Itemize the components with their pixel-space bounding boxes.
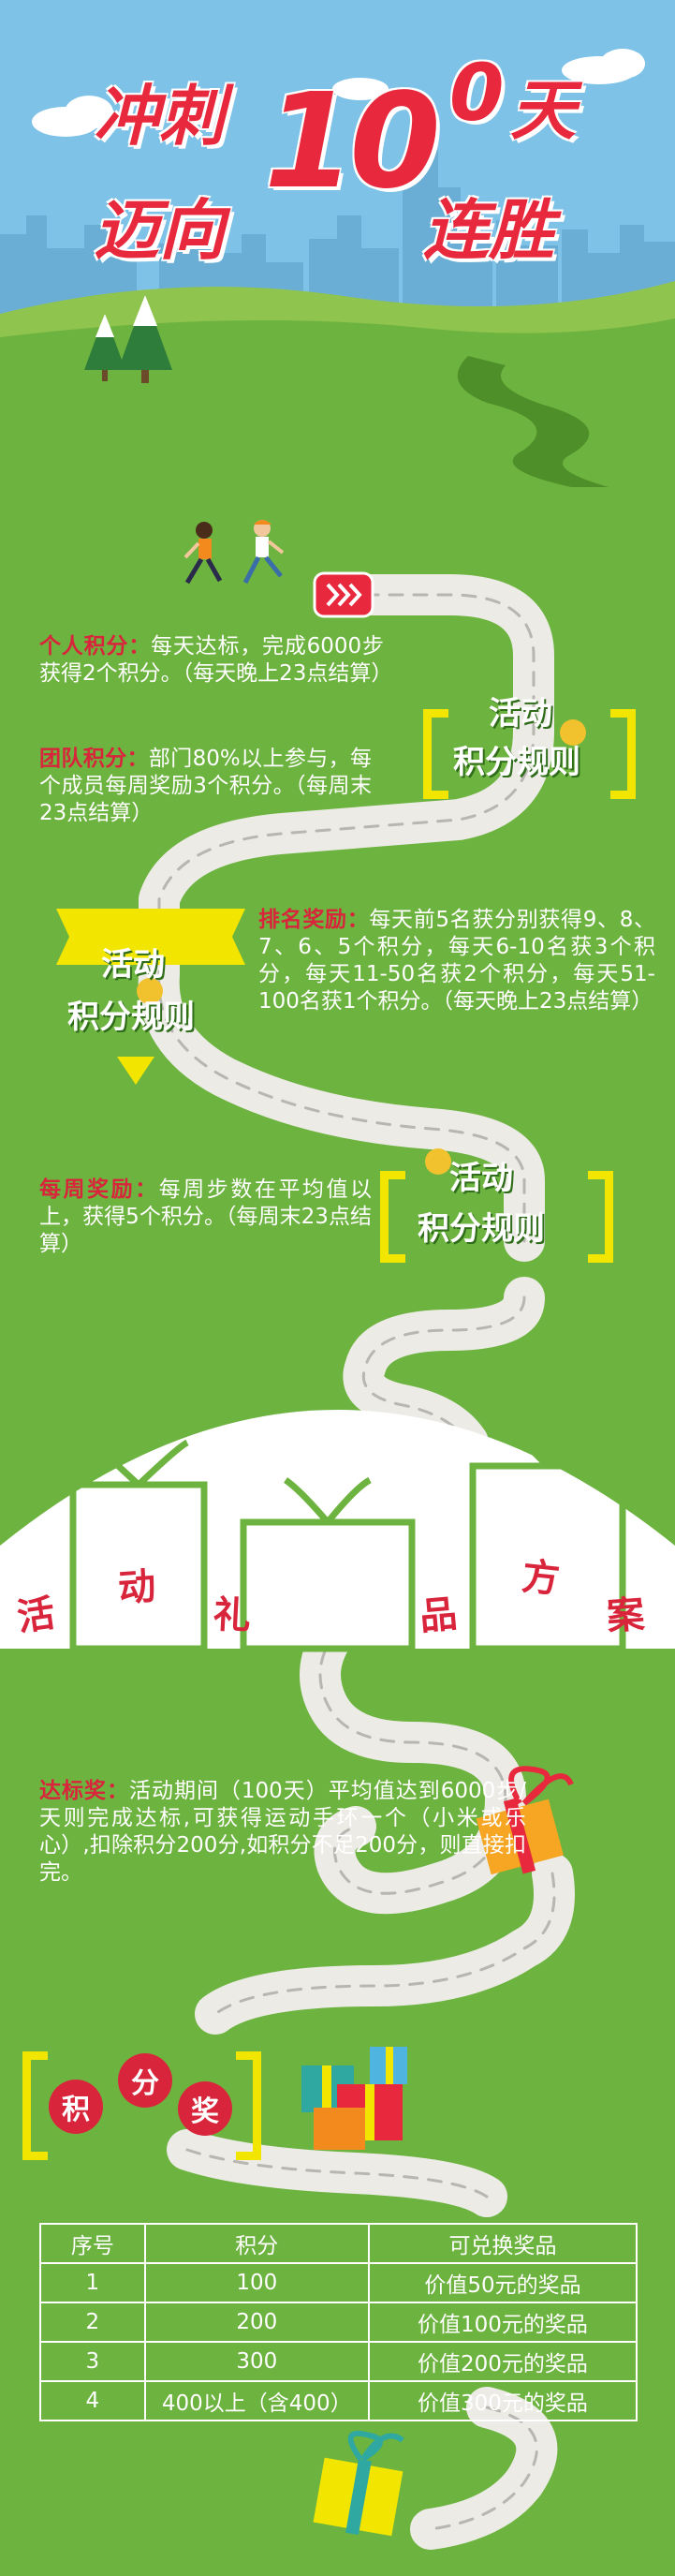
table-row: 2 200 价值100元的奖品 [39,2302,638,2343]
start-arrow-sign [313,571,374,618]
cell-index: 4 [39,2380,146,2421]
rule-team-text: 部门80%以上参与，每个成员每周奖励3个积分。（每周末23点结算） [39,747,372,825]
section-title-line1: 活动 [489,695,552,733]
yellow-ribbon-banner [56,909,245,1085]
gift-title-char-3: 礼 [212,1592,252,1639]
section-title-2-line2: 积分规则 [67,999,195,1036]
hero-unit: 天 [510,72,576,149]
gift-dome [0,1410,675,1649]
cell-prize: 价值300元的奖品 [367,2380,638,2421]
section-title-3-line1: 活动 [449,1160,513,1197]
gift-boxes [69,1430,626,1652]
bottom-gift-illustration [313,2430,404,2537]
coin-icons [137,719,586,1175]
header-index: 序号 [39,2223,146,2264]
points-prize-char-1: 积 [49,2080,103,2134]
rule-weekly: 每周奖励：每周步数在平均值以上，获得5个积分。（每周末23点结算） [39,1177,372,1258]
table-row: 4 400以上（含400） 价值300元的奖品 [39,2380,638,2421]
bracket-left-3 [22,2051,48,2160]
section-title-3-line2: 积分规则 [418,1210,545,1248]
header-points: 积分 [143,2223,370,2264]
red-gift-illustration [476,1766,574,1875]
rule-team-label: 团队积分： [39,747,149,771]
runners-illustration [183,520,285,585]
bracket-right [610,709,636,799]
distant-path [457,356,609,487]
rule-personal: 个人积分：每天达标，完成6000步获得2个积分。（每天晚上23点结算） [39,633,392,688]
cell-points: 400以上（含400） [143,2380,370,2421]
bracket-right-2 [588,1171,613,1263]
hero-line2: 迈向 [94,192,225,269]
section-title-2-line1: 活动 [101,946,165,984]
gift-title-char-6: 案 [605,1592,646,1639]
table-row: 1 100 价值50元的奖品 [39,2262,638,2303]
hero-line2-tail: 连胜 [423,192,554,269]
clouds [32,49,645,137]
prize-table: 序号 积分 可兑换奖品 1 100 价值50元的奖品 2 200 价值100元的… [39,2223,638,2421]
rule-personal-text: 每天达标，完成6000步获得2个积分。（每天晚上23点结算） [39,634,393,686]
cell-points: 200 [143,2302,370,2343]
gift-title-char-5: 方 [520,1555,562,1602]
rule-ranking: 排名奖励：每天前5名获分别获得9、8、7、6、5个积分，每天6-10名获3个积分… [258,907,655,1015]
gift-title-char-2: 动 [116,1564,157,1611]
rule-personal-label: 个人积分： [39,634,152,659]
points-prize-char-2: 分 [118,2053,172,2108]
gift-title-char-4: 品 [418,1592,460,1639]
rule-team: 团队积分：部门80%以上参与，每个成员每周奖励3个积分。（每周末23点结算） [39,746,372,827]
achievement-label: 达标奖： [39,1779,129,1803]
cell-prize: 价值100元的奖品 [367,2302,638,2343]
gift-stack-illustration [301,2047,407,2150]
bracket-left-2 [380,1171,405,1263]
cell-index: 3 [39,2341,146,2382]
rule-ranking-text: 每天前5名获分别获得9、8、7、6、5个积分，每天6-10名获3个积分，每天11… [258,908,655,1014]
table-row: 3 300 价值200元的奖品 [39,2341,638,2382]
points-prize-char-3: 奖 [178,2081,232,2136]
cell-prize: 价值200元的奖品 [367,2341,638,2382]
rule-ranking-label: 排名奖励： [258,908,370,932]
cell-points: 300 [143,2341,370,2382]
bracket-right-3 [236,2051,261,2160]
hero-big-number: 10 [264,66,441,218]
cell-points: 100 [143,2262,370,2303]
cell-index: 2 [39,2302,146,2343]
hero-small-number: 0 [449,47,505,139]
rule-weekly-label: 每周奖励： [39,1177,159,1202]
header-prize: 可兑换奖品 [367,2223,638,2264]
hero-line1: 冲刺 [94,78,225,155]
cell-index: 1 [39,2262,146,2303]
gift-title-char-1: 活 [14,1591,58,1640]
cell-prize: 价值50元的奖品 [367,2262,638,2303]
trees [84,295,172,383]
bracket-left [423,709,448,799]
winding-road [138,574,575,2550]
section-title-line2: 积分规则 [453,744,580,781]
table-header-row: 序号 积分 可兑换奖品 [39,2223,638,2264]
achievement-award: 达标奖：活动期间（100天）平均值达到6000步/天则完成达标,可获得运动手环一… [39,1778,526,1887]
achievement-text: 活动期间（100天）平均值达到6000步/天则完成达标,可获得运动手环一个（小米… [39,1779,527,1885]
rule-weekly-text: 每周步数在平均值以上，获得5个积分。（每周末23点结算） [39,1177,373,1256]
